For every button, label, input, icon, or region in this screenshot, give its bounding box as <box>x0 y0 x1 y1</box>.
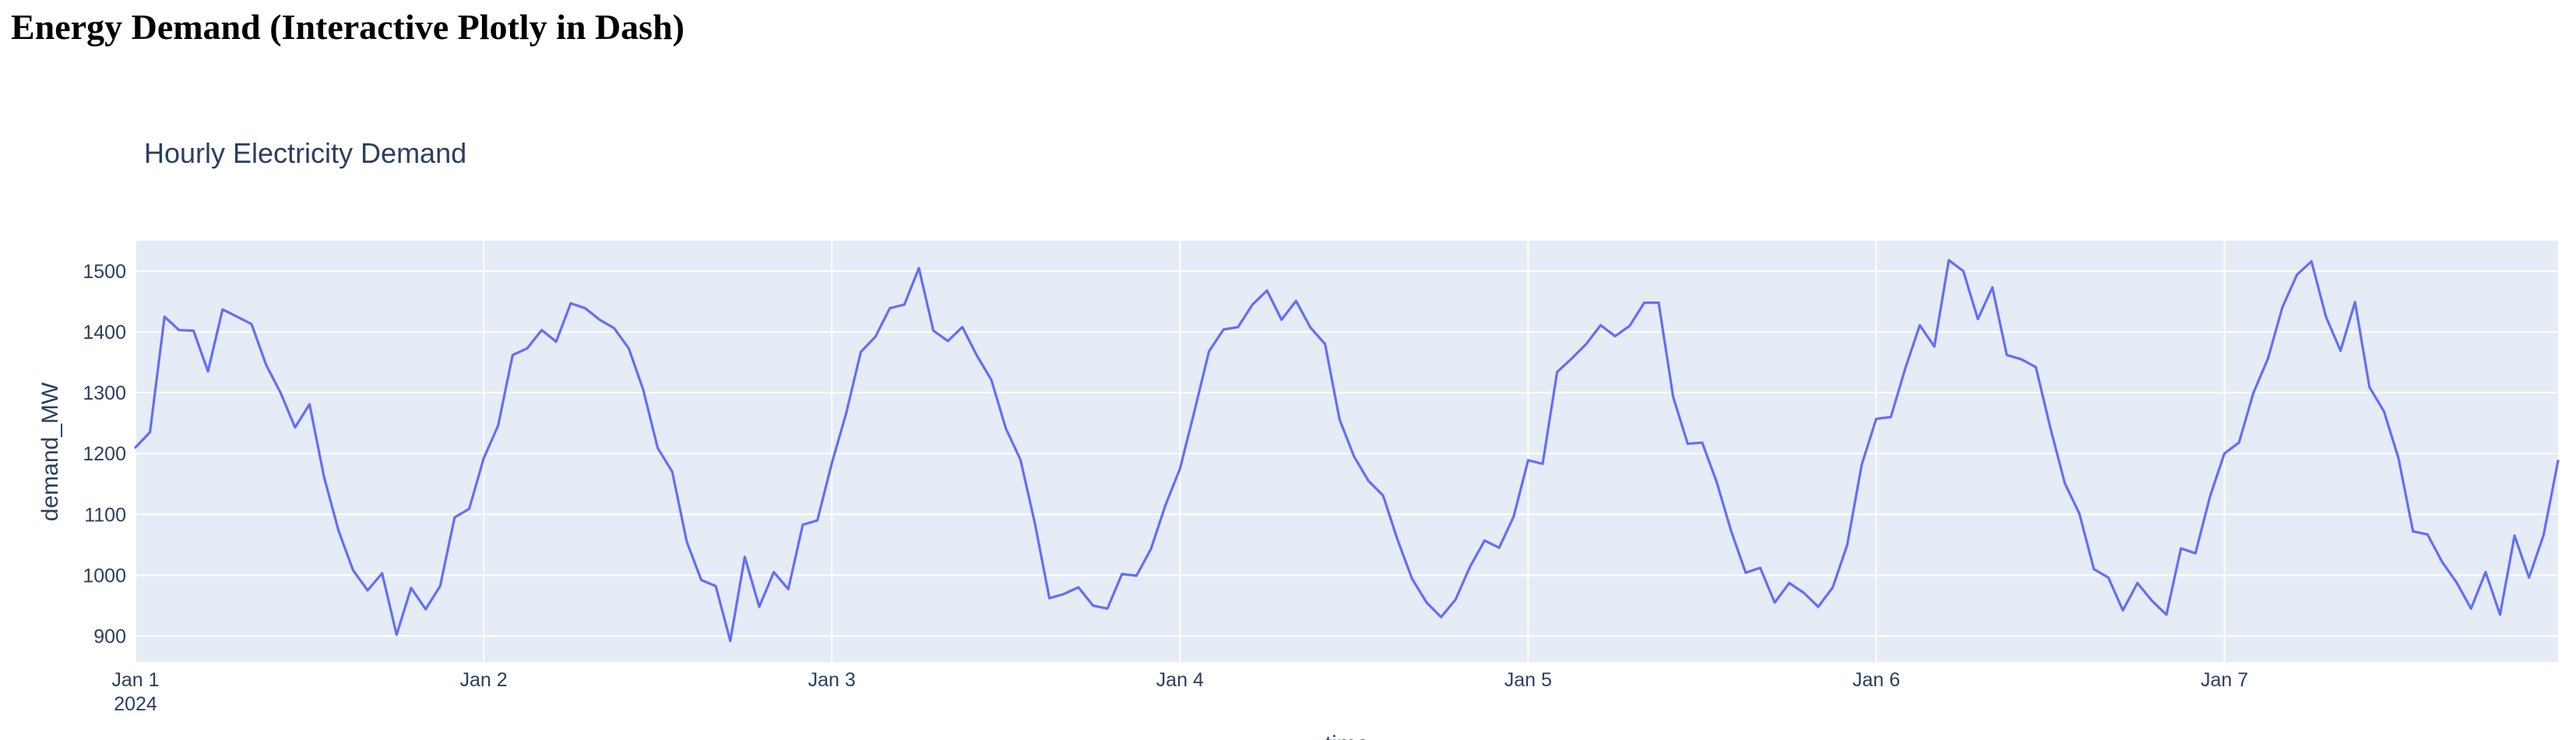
y-tick-label: 1100 <box>84 504 126 526</box>
x-tick-sublabel: 2024 <box>114 693 157 715</box>
x-tick-label: Jan 2 <box>460 669 508 691</box>
x-tick-label: Jan 6 <box>1853 669 1900 691</box>
y-tick-label: 900 <box>93 625 126 647</box>
x-tick-label: Jan 3 <box>808 669 856 691</box>
x-tick-label: Jan 5 <box>1504 669 1552 691</box>
x-tick-label: Jan 7 <box>2201 669 2248 691</box>
page-title: Energy Demand (Interactive Plotly in Das… <box>11 7 684 47</box>
plot-area[interactable] <box>135 241 2558 662</box>
x-tick-label: Jan 4 <box>1156 669 1204 691</box>
x-axis-title: time <box>1325 731 1370 740</box>
y-tick-label: 1000 <box>83 565 126 587</box>
chart-title: Hourly Electricity Demand <box>144 137 466 169</box>
y-tick-label: 1400 <box>83 322 126 344</box>
y-tick-label: 1300 <box>83 382 126 404</box>
x-tick-label: Jan 1 <box>111 669 159 691</box>
y-axis-title: demand_MW <box>37 382 63 521</box>
gridlines <box>135 241 2558 662</box>
y-tick-label: 1500 <box>83 261 126 283</box>
series-line[interactable] <box>134 259 2560 643</box>
y-axis-ticks: 900 1000 1100 1200 1300 1400 1500 <box>83 261 126 647</box>
y-tick-label: 1200 <box>83 443 126 465</box>
